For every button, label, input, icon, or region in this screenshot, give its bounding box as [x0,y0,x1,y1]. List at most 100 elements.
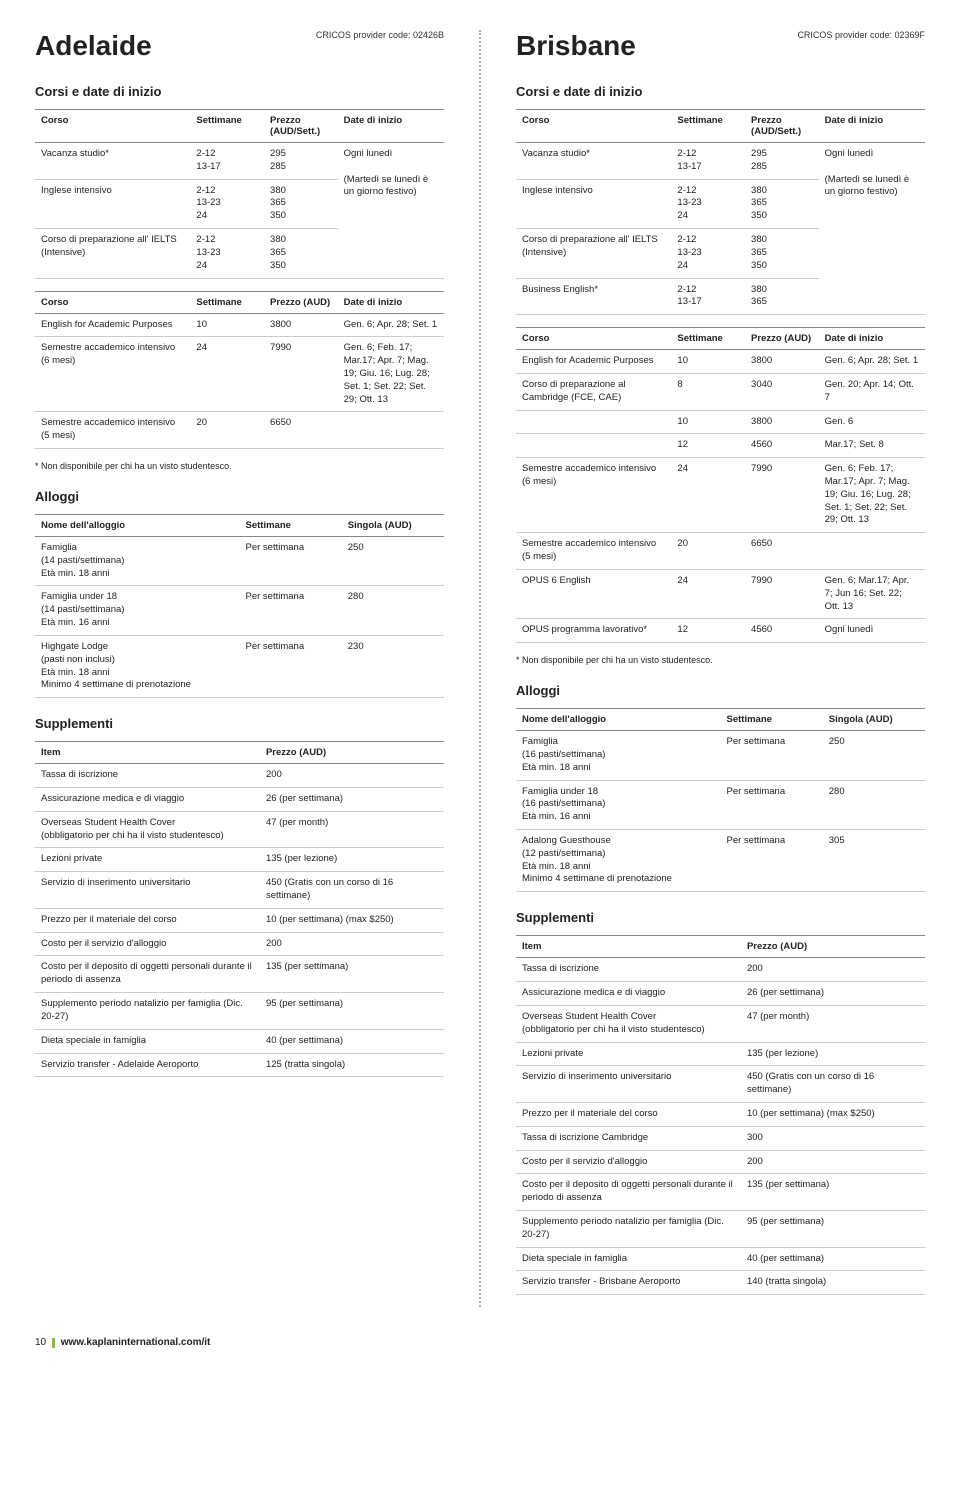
table-cell: 95 (per settimana) [260,993,444,1030]
brisbane-column: Brisbane CRICOS provider code: 02369F Co… [516,30,925,1307]
table-cell: 305 [823,830,925,892]
adelaide-title: Adelaide [35,30,152,62]
table-cell: Tassa di iscrizione [516,958,741,982]
table-cell: 2-1213-2324 [190,179,264,228]
table-cell: 6650 [745,533,819,570]
table-cell: 2-1213-17 [671,278,745,315]
table-cell: 380365 [745,278,819,315]
table-header: Nome dell'alloggio [516,709,721,731]
table-cell: Famiglia(16 pasti/settimana)Età min. 18 … [516,731,721,780]
table-cell: 380365350 [745,229,819,278]
table-cell: 24 [671,458,745,533]
table-cell: Gen. 6; Mar.17; Apr. 7; Jun 16; Set. 22;… [819,569,925,618]
table-cell: 7990 [264,337,338,412]
table-cell: Per settimana [240,537,342,586]
table-cell: 26 (per settimana) [741,982,925,1006]
table-cell: 2-1213-2324 [190,229,264,278]
table-cell: 135 (per settimana) [260,956,444,993]
table-cell: 135 (per settimana) [741,1174,925,1211]
table-cell: 4560 [745,619,819,643]
table-cell: Costo per il deposito di oggetti persona… [35,956,260,993]
table-cell: 24 [671,569,745,618]
table-cell: 230 [342,635,444,697]
table-cell: 7990 [745,569,819,618]
table-header: Date di inizio [819,328,925,350]
table-cell: 2-1213-2324 [671,179,745,228]
brisbane-table-courses-1: CorsoSettimanePrezzo (AUD/Sett.)Date di … [516,109,925,315]
table-cell: 6650 [264,412,338,449]
table-cell: Ogni lunedì [819,619,925,643]
table-cell: Ogni lunedì(Martedì se lunedì è un giorn… [338,143,444,279]
table-cell: 280 [823,780,925,829]
table-cell: 10 [190,313,264,337]
table-cell: Gen. 6; Feb. 17; Mar.17; Apr. 7; Mag. 19… [819,458,925,533]
adelaide-alloggi-title: Alloggi [35,489,444,504]
table-cell: 3040 [745,373,819,410]
table-header: Date di inizio [338,110,444,143]
table-cell: 2-1213-17 [190,143,264,180]
table-cell: 95 (per settimana) [741,1211,925,1248]
table-cell: 280 [342,586,444,635]
table-header: Singola (AUD) [342,515,444,537]
table-cell: 20 [671,533,745,570]
table-cell: 47 (per month) [260,811,444,848]
table-cell: 450 (Gratis con un corso di 16 settimane… [260,872,444,909]
table-cell: Per settimana [721,731,823,780]
table-header: Settimane [721,709,823,731]
table-cell: Gen. 6 [819,410,925,434]
table-cell: Gen. 6; Apr. 28; Set. 1 [819,350,925,374]
table-header: Prezzo (AUD) [745,328,819,350]
table-cell: Supplemento periodo natalizio per famigl… [35,993,260,1030]
table-cell [338,412,444,449]
page-footer: 10 www.kaplaninternational.com/it [35,1337,925,1348]
table-cell: Costo per il servizio d'alloggio [35,932,260,956]
table-cell: Per settimana [240,586,342,635]
table-cell: Assicurazione medica e di viaggio [516,982,741,1006]
table-cell: 4560 [745,434,819,458]
table-cell: 200 [260,932,444,956]
table-cell: 135 (per lezione) [741,1042,925,1066]
table-cell: 3800 [745,410,819,434]
table-header: Prezzo (AUD/Sett.) [745,110,819,143]
table-cell: Mar.17; Set. 8 [819,434,925,458]
table-cell: 250 [342,537,444,586]
table-cell: Famiglia under 18(14 pasti/settimana)Età… [35,586,240,635]
table-header: Prezzo (AUD) [264,291,338,313]
table-header: Singola (AUD) [823,709,925,731]
table-cell: 10 (per settimana) (max $250) [741,1102,925,1126]
table-header: Settimane [190,110,264,143]
adelaide-table-alloggi: Nome dell'alloggioSettimaneSingola (AUD)… [35,514,444,698]
table-header: Corso [35,110,190,143]
footer-url: www.kaplaninternational.com/it [61,1337,211,1348]
footer-bar-icon [52,1338,55,1348]
brisbane-table-supp: ItemPrezzo (AUD)Tassa di iscrizione200As… [516,935,925,1295]
table-cell [516,410,671,434]
table-cell: 200 [260,764,444,788]
table-cell: Gen. 20; Apr. 14; Ott. 7 [819,373,925,410]
table-cell: Per settimana [721,780,823,829]
table-cell: Gen. 6; Apr. 28; Set. 1 [338,313,444,337]
table-cell: 7990 [745,458,819,533]
table-header: Prezzo (AUD/Sett.) [264,110,338,143]
table-header: Settimane [671,110,745,143]
table-header: Item [516,936,741,958]
table-cell: Overseas Student Health Cover(obbligator… [35,811,260,848]
brisbane-cricos: CRICOS provider code: 02369F [797,30,925,40]
table-cell: Ogni lunedì(Martedì se lunedì è un giorn… [819,143,925,315]
adelaide-column: Adelaide CRICOS provider code: 02426B Co… [35,30,444,1307]
table-cell: Assicurazione medica e di viaggio [35,787,260,811]
table-cell: 12 [671,619,745,643]
table-cell: Famiglia under 18(16 pasti/settimana)Età… [516,780,721,829]
table-cell: 20 [190,412,264,449]
table-cell: Highgate Lodge(pasti non inclusi)Età min… [35,635,240,697]
table-cell: Per settimana [240,635,342,697]
table-cell: Corso di preparazione all' IELTS (Intens… [35,229,190,278]
table-cell: 300 [741,1126,925,1150]
table-header: Item [35,742,260,764]
brisbane-note: * Non disponibile per chi ha un visto st… [516,655,925,665]
table-header: Corso [516,110,671,143]
table-header: Date di inizio [338,291,444,313]
table-cell: 295285 [745,143,819,180]
table-cell: Prezzo per il materiale del corso [516,1102,741,1126]
table-cell: 8 [671,373,745,410]
